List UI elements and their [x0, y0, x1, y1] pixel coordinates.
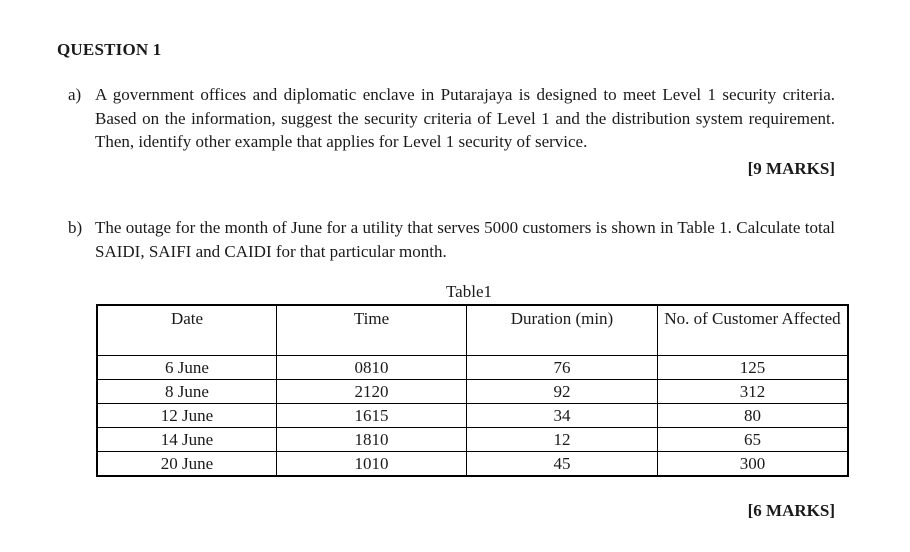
question-title: QUESTION 1	[57, 40, 162, 59]
part-b-text: The outage for the month of June for a u…	[95, 218, 835, 261]
header-duration: Duration (min)	[466, 304, 658, 356]
cell-date: 20 June	[96, 451, 277, 477]
cell-time: 2120	[276, 379, 467, 404]
outage-table: Date Time Duration (min) No. of Customer…	[96, 304, 849, 477]
part-a-text: A government offices and diplomatic encl…	[95, 85, 835, 151]
cell-time: 1810	[276, 427, 467, 452]
part-a-marks: [9 MARKS]	[747, 158, 835, 178]
table-caption: Table1	[445, 282, 492, 301]
cell-customers: 65	[657, 427, 849, 452]
part-a-label: a)	[68, 85, 82, 104]
cell-customers: 80	[657, 403, 849, 428]
cell-time: 1010	[276, 451, 467, 477]
table-row: 6 June 0810 76 125	[96, 355, 849, 380]
part-b-marks: [6 MARKS]	[747, 501, 835, 520]
cell-duration: 45	[466, 451, 658, 477]
header-customers-affected: No. of Customer Affected	[657, 304, 849, 356]
table-row: 20 June 1010 45 300	[96, 451, 849, 477]
cell-date: 14 June	[96, 427, 277, 452]
cell-duration: 76	[466, 355, 658, 380]
table-row: 12 June 1615 34 80	[96, 403, 849, 428]
cell-duration: 34	[466, 403, 658, 428]
question-part-a: a) A government offices and diplomatic e…	[68, 83, 835, 154]
question-part-b: b) The outage for the month of June for …	[68, 216, 835, 263]
cell-duration: 12	[466, 427, 658, 452]
cell-customers: 125	[657, 355, 849, 380]
cell-date: 8 June	[96, 379, 277, 404]
table-row: 14 June 1810 12 65	[96, 427, 849, 452]
cell-time: 0810	[276, 355, 467, 380]
cell-date: 6 June	[96, 355, 277, 380]
header-date: Date	[96, 304, 277, 356]
cell-date: 12 June	[96, 403, 277, 428]
part-b-label: b)	[68, 218, 83, 237]
cell-customers: 300	[657, 451, 849, 477]
cell-time: 1615	[276, 403, 467, 428]
table-header-row: Date Time Duration (min) No. of Customer…	[96, 304, 849, 356]
cell-customers: 312	[657, 379, 849, 404]
header-time: Time	[276, 304, 467, 356]
cell-duration: 92	[466, 379, 658, 404]
table-row: 8 June 2120 92 312	[96, 379, 849, 404]
